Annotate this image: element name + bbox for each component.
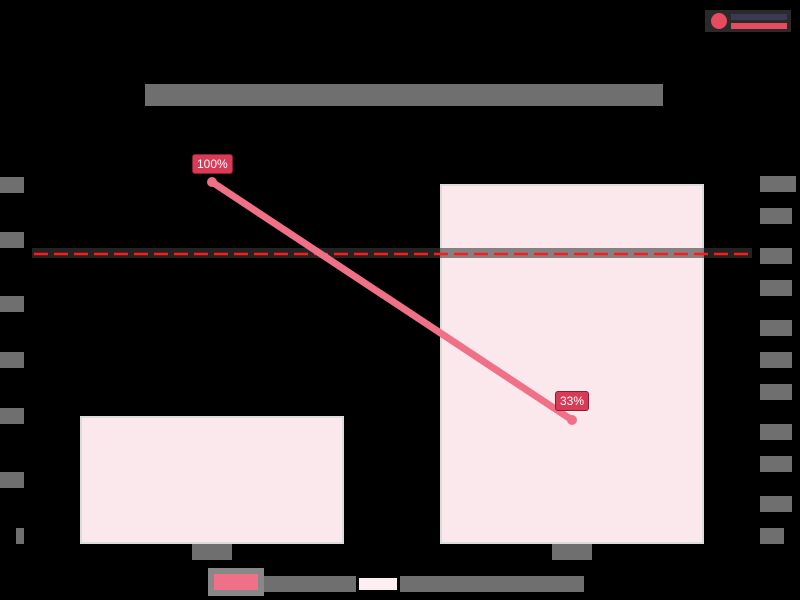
right-axis-tick — [760, 208, 792, 224]
left-axis-tick — [0, 177, 24, 193]
globe-icon — [711, 13, 727, 29]
brand-logo — [705, 10, 791, 32]
logo-bottom-text — [731, 23, 787, 29]
line-point-2 — [567, 415, 577, 425]
left-axis-tick — [16, 528, 24, 544]
series-line — [208, 178, 576, 424]
left-axis-tick — [0, 408, 24, 424]
data-label-2: 33% — [555, 391, 590, 411]
right-axis-tick — [760, 248, 792, 264]
legend-line-swatch — [214, 574, 258, 590]
left-axis-tick — [0, 232, 24, 248]
x-axis-label-1 — [192, 544, 232, 560]
right-axis-tick — [760, 352, 792, 368]
right-axis-tick — [760, 496, 792, 512]
logo-top-text — [731, 14, 787, 20]
left-axis-tick — [0, 296, 24, 312]
right-axis-tick — [760, 176, 796, 192]
legend-bar-label[interactable] — [400, 576, 584, 592]
chart-title — [145, 84, 663, 106]
right-axis-tick — [760, 280, 792, 296]
bar-category-1[interactable] — [80, 416, 344, 544]
right-axis-tick — [760, 320, 792, 336]
right-axis-tick — [760, 528, 784, 544]
legend-line-swatch-bg — [208, 568, 264, 596]
line-point-1 — [207, 177, 217, 187]
left-axis-tick — [0, 472, 24, 488]
legend-bar-swatch — [357, 576, 399, 592]
x-axis-label-2 — [552, 544, 592, 560]
right-axis-tick — [760, 424, 792, 440]
data-label-1: 100% — [192, 154, 233, 174]
right-axis-tick — [760, 384, 792, 400]
reference-band — [32, 248, 752, 258]
left-axis-tick — [0, 352, 24, 368]
legend-line-label[interactable] — [264, 576, 356, 592]
right-axis-tick — [760, 456, 792, 472]
